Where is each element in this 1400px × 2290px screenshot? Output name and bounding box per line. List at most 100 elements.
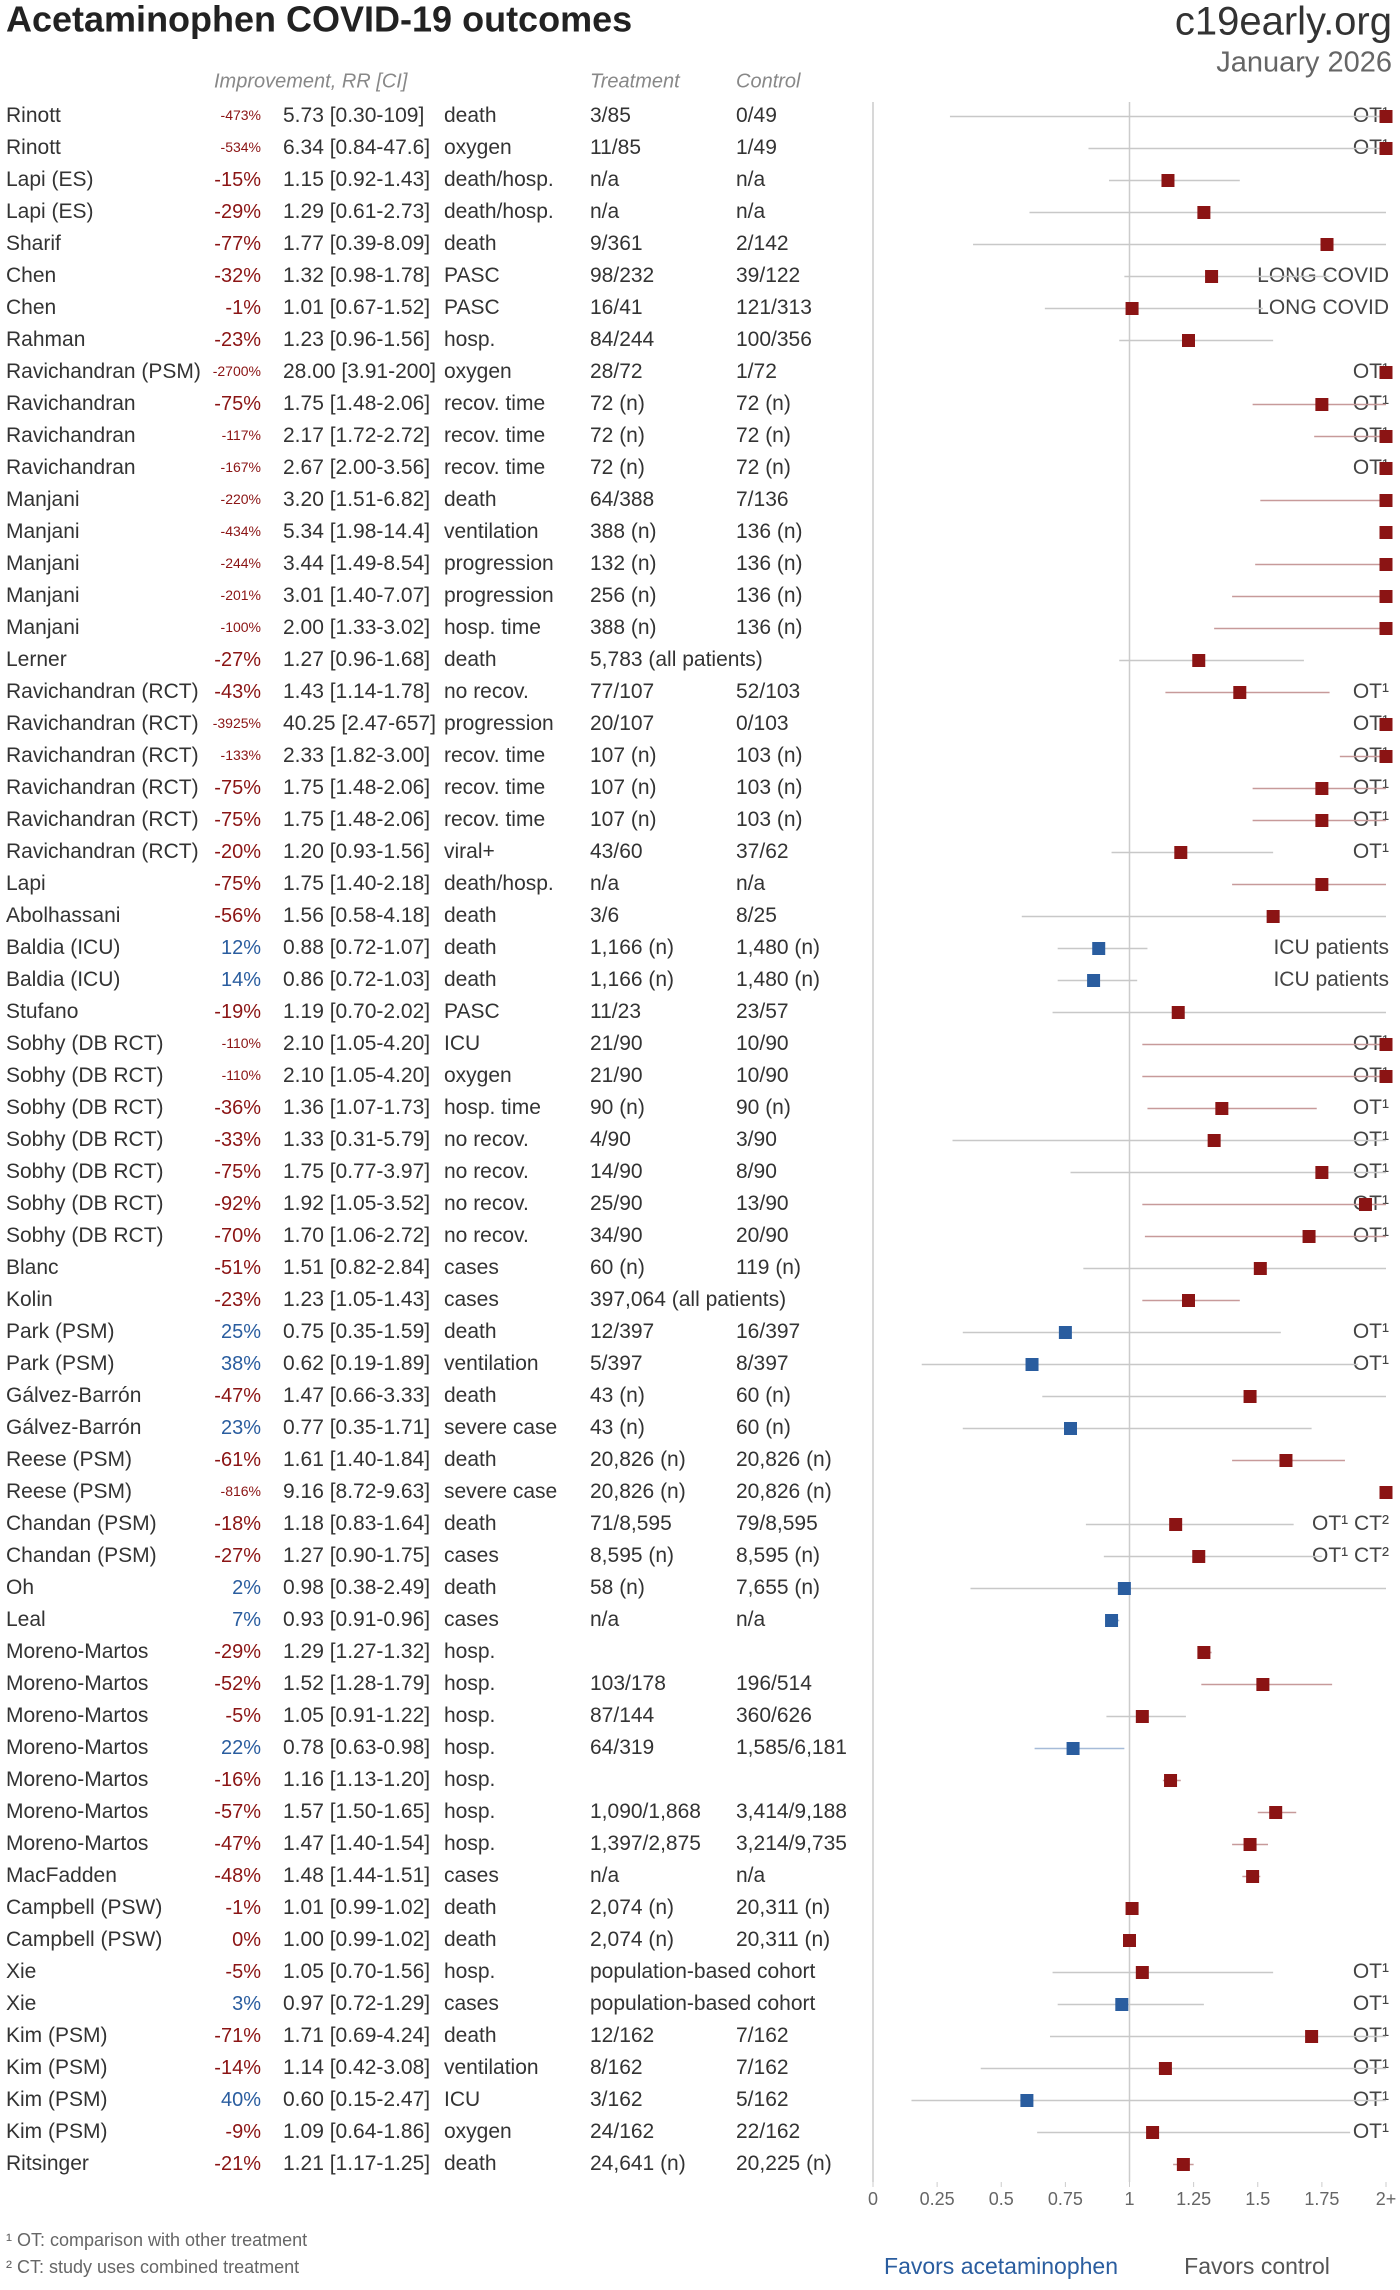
control: 0/49: [736, 104, 777, 127]
effect-square: [1279, 1454, 1293, 1467]
note: OT¹: [1353, 808, 1389, 831]
date: January 2026: [1216, 47, 1392, 79]
study-name: Lapi (ES): [6, 168, 94, 191]
treatment: 72 (n): [590, 456, 645, 479]
treatment: 11/23: [590, 1000, 641, 1023]
improvement: -20%: [214, 841, 261, 863]
control: 20,826 (n): [736, 1480, 832, 1503]
treatment: 43/60: [590, 840, 643, 863]
effect-label: 40.25 [2.47-657]: [283, 712, 436, 735]
effect-label: 1.56 [0.58-4.18]: [283, 904, 430, 927]
improvement: -21%: [214, 2153, 261, 2175]
outcome: death: [444, 904, 497, 927]
treatment: n/a: [590, 168, 620, 191]
note: OT¹: [1353, 1128, 1389, 1151]
effect-label: 1.14 [0.42-3.08]: [283, 2056, 430, 2079]
outcome: hosp.: [444, 1800, 495, 1823]
effect-square: [1020, 2094, 1034, 2107]
study-name: Reese (PSM): [6, 1480, 132, 1503]
effect-square: [1058, 1326, 1072, 1339]
treatment: 14/90: [590, 1160, 643, 1183]
outcome: no recov.: [444, 1192, 529, 1215]
improvement: -1%: [225, 1897, 261, 1919]
improvement: -23%: [214, 1289, 261, 1311]
improvement: 0%: [232, 1929, 261, 1951]
treatment: 5/397: [590, 1352, 643, 1375]
study-name: Lerner: [6, 648, 67, 671]
study-name: Manjani: [6, 616, 80, 639]
effect-label: 1.75 [1.48-2.06]: [283, 808, 430, 831]
treatment: 2,074 (n): [590, 1928, 674, 1951]
effect-label: 1.52 [1.28-1.79]: [283, 1672, 430, 1695]
improvement: -75%: [214, 393, 261, 415]
study-name: Moreno-Martos: [6, 1704, 148, 1727]
outcome: recov. time: [444, 744, 545, 767]
x-tick-label: 1: [1124, 2189, 1134, 2209]
effect-square: [1215, 1102, 1229, 1115]
improvement: -32%: [214, 265, 261, 287]
outcome: hosp.: [444, 328, 495, 351]
effect-square: [1125, 302, 1139, 315]
treatment: 21/90: [590, 1032, 643, 1055]
control: 72 (n): [736, 392, 791, 415]
outcome: death/hosp.: [444, 200, 554, 223]
study-name: Ravichandran: [6, 392, 136, 415]
control: n/a: [736, 200, 766, 223]
control: n/a: [736, 1608, 766, 1631]
control: 136 (n): [736, 584, 803, 607]
effect-square: [1320, 238, 1334, 251]
effect-square: [1379, 430, 1393, 443]
effect-square: [1253, 1262, 1267, 1275]
effect-label: 0.60 [0.15-2.47]: [283, 2088, 430, 2111]
improvement: -816%: [221, 1483, 261, 1499]
outcome: death/hosp.: [444, 168, 554, 191]
outcome: hosp.: [444, 1672, 495, 1695]
treatment: 20/107: [590, 712, 654, 735]
outcome: no recov.: [444, 1128, 529, 1151]
control: n/a: [736, 872, 766, 895]
effect-square: [1379, 590, 1393, 603]
effect-label: 1.75 [1.48-2.06]: [283, 392, 430, 415]
treatment: 8/162: [590, 2056, 643, 2079]
outcome: progression: [444, 712, 554, 735]
study-name: MacFadden: [6, 1864, 117, 1887]
study-name: Kim (PSM): [6, 2056, 108, 2079]
treatment: 87/144: [590, 1704, 655, 1727]
control: 103 (n): [736, 744, 803, 767]
effect-label: 1.92 [1.05-3.52]: [283, 1192, 430, 1215]
note: OT¹: [1353, 1224, 1389, 1247]
note: LONG COVID: [1257, 296, 1389, 319]
outcome: death: [444, 968, 497, 991]
treatment: 72 (n): [590, 424, 645, 447]
effect-label: 3.20 [1.51-6.82]: [283, 488, 430, 511]
column-header: Treatment: [590, 70, 681, 92]
note: OT¹: [1353, 2024, 1389, 2047]
study-name: Chen: [6, 296, 56, 319]
note: OT¹: [1353, 1320, 1389, 1343]
effect-label: 0.62 [0.19-1.89]: [283, 1352, 430, 1375]
treatment: 25/90: [590, 1192, 643, 1215]
treatment: 2,074 (n): [590, 1896, 674, 1919]
improvement: -75%: [214, 873, 261, 895]
effect-label: 1.00 [0.99-1.02]: [283, 1928, 430, 1951]
x-label-left: Favors acetaminophen: [884, 2253, 1118, 2279]
effect-label: 1.20 [0.93-1.56]: [283, 840, 430, 863]
effect-square: [1379, 622, 1393, 635]
control: 136 (n): [736, 616, 803, 639]
effect-square: [1379, 1038, 1393, 1051]
improvement: -75%: [214, 809, 261, 831]
effect-label: 1.29 [0.61-2.73]: [283, 200, 430, 223]
improvement: 7%: [232, 1609, 261, 1631]
improvement: 40%: [221, 2089, 261, 2111]
outcome: hosp.: [444, 1640, 495, 1663]
effect-label: 1.70 [1.06-2.72]: [283, 1224, 430, 1247]
study-name: Xie: [6, 1992, 36, 2015]
study-name: Rinott: [6, 104, 61, 127]
control: 121/313: [736, 296, 812, 319]
effect-label: 1.05 [0.91-1.22]: [283, 1704, 430, 1727]
effect-label: 1.47 [0.66-3.33]: [283, 1384, 430, 1407]
column-header: Improvement, RR [CI]: [214, 70, 408, 92]
effect-label: 1.01 [0.67-1.52]: [283, 296, 430, 319]
improvement: -16%: [214, 1769, 261, 1791]
outcome: oxygen: [444, 2120, 512, 2143]
